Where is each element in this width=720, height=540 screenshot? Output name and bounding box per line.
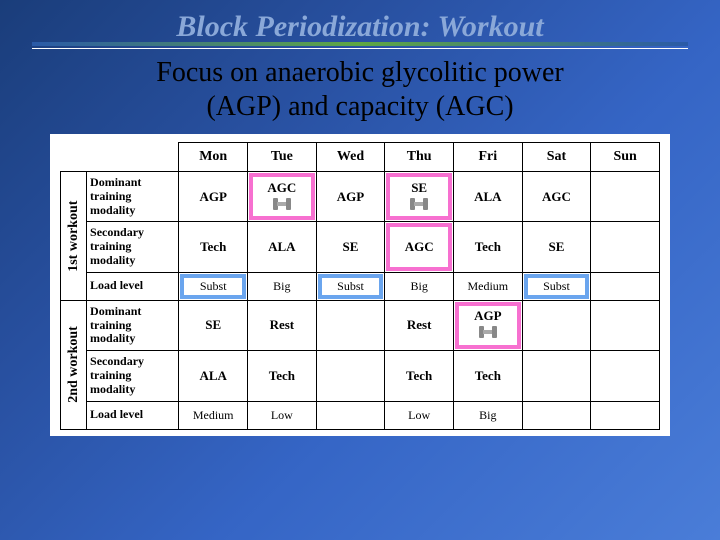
cell: Big xyxy=(385,272,454,300)
header-underline xyxy=(32,48,688,49)
cell xyxy=(316,300,385,350)
cell: Rest xyxy=(248,300,317,350)
cell: AGP xyxy=(453,300,522,350)
cell: AGP xyxy=(316,172,385,222)
corner-cell xyxy=(61,143,87,172)
cell: Subst xyxy=(179,272,248,300)
day-fri: Fri xyxy=(453,143,522,172)
cell xyxy=(316,401,385,429)
cell: Subst xyxy=(316,272,385,300)
dumbbell-icon xyxy=(479,326,497,338)
cell: SE xyxy=(316,222,385,272)
cell-text: SE xyxy=(411,180,427,195)
day-wed: Wed xyxy=(316,143,385,172)
cell-text: AGP xyxy=(474,308,501,323)
cell: AGC xyxy=(385,222,454,272)
highlight-blue xyxy=(180,274,246,299)
cell xyxy=(591,272,660,300)
subtitle-line1: Focus on anaerobic glycolitic power xyxy=(156,57,563,88)
slide-subtitle: Focus on anaerobic glycolitic power (AGP… xyxy=(0,56,720,123)
rowlabel-dominant: Dominant training modality xyxy=(87,300,179,350)
cell xyxy=(591,300,660,350)
schedule-table: Mon Tue Wed Thu Fri Sat Sun 1st workout … xyxy=(60,142,660,430)
cell xyxy=(522,351,591,401)
highlight-blue xyxy=(524,274,590,299)
w2-dominant-row: 2nd workout Dominant training modality S… xyxy=(61,300,660,350)
cell xyxy=(522,300,591,350)
cell: Medium xyxy=(453,272,522,300)
group-1st-workout: 1st workout xyxy=(61,172,87,301)
day-tue: Tue xyxy=(248,143,317,172)
day-sun: Sun xyxy=(591,143,660,172)
cell: ALA xyxy=(179,351,248,401)
subtitle-line2: (AGP) and capacity (AGC) xyxy=(206,91,513,122)
cell: SE xyxy=(385,172,454,222)
rowlabel-load: Load level xyxy=(87,272,179,300)
header-row: Mon Tue Wed Thu Fri Sat Sun xyxy=(61,143,660,172)
corner-cell xyxy=(87,143,179,172)
cell: SE xyxy=(179,300,248,350)
slide-title: Block Periodization: Workout xyxy=(0,10,720,44)
cell xyxy=(591,222,660,272)
cell: Tech xyxy=(385,351,454,401)
cell: Tech xyxy=(179,222,248,272)
highlight-blue xyxy=(318,274,384,299)
group-2nd-workout: 2nd workout xyxy=(61,300,87,429)
cell xyxy=(591,401,660,429)
cell: ALA xyxy=(453,172,522,222)
cell xyxy=(591,172,660,222)
w2-load-row: Load level Medium Low Low Big xyxy=(61,401,660,429)
day-mon: Mon xyxy=(179,143,248,172)
w1-dominant-row: 1st workout Dominant training modality A… xyxy=(61,172,660,222)
cell: Tech xyxy=(453,222,522,272)
cell-text: AGC xyxy=(267,180,296,195)
rowlabel-secondary: Secondary training modality xyxy=(87,351,179,401)
cell: Subst xyxy=(522,272,591,300)
rowlabel-dominant: Dominant training modality xyxy=(87,172,179,222)
cell: AGP xyxy=(179,172,248,222)
rowlabel-load: Load level xyxy=(87,401,179,429)
cell: Rest xyxy=(385,300,454,350)
cell xyxy=(316,351,385,401)
cell xyxy=(522,401,591,429)
cell: Big xyxy=(248,272,317,300)
w2-secondary-row: Secondary training modality ALA Tech Tec… xyxy=(61,351,660,401)
cell: Tech xyxy=(453,351,522,401)
cell: Medium xyxy=(179,401,248,429)
cell: SE xyxy=(522,222,591,272)
highlight-pink xyxy=(386,223,452,270)
cell: Big xyxy=(453,401,522,429)
cell xyxy=(591,351,660,401)
cell: ALA xyxy=(248,222,317,272)
day-sat: Sat xyxy=(522,143,591,172)
cell: Low xyxy=(248,401,317,429)
dumbbell-icon xyxy=(410,198,428,210)
cell: AGC xyxy=(248,172,317,222)
cell: Low xyxy=(385,401,454,429)
day-thu: Thu xyxy=(385,143,454,172)
w1-load-row: Load level Subst Big Subst Big Medium Su… xyxy=(61,272,660,300)
schedule-table-container: Mon Tue Wed Thu Fri Sat Sun 1st workout … xyxy=(50,134,670,436)
cell: Tech xyxy=(248,351,317,401)
rowlabel-secondary: Secondary training modality xyxy=(87,222,179,272)
dumbbell-icon xyxy=(273,198,291,210)
w1-secondary-row: Secondary training modality Tech ALA SE … xyxy=(61,222,660,272)
cell: AGC xyxy=(522,172,591,222)
